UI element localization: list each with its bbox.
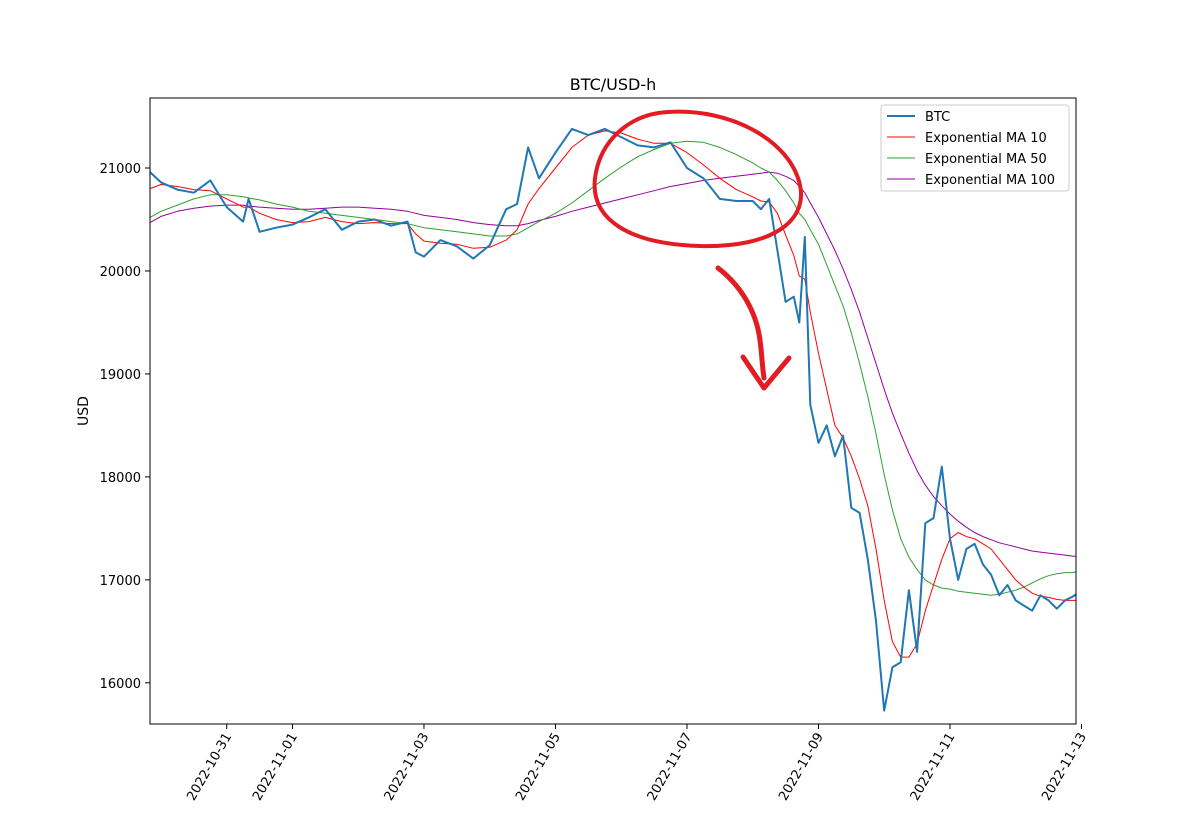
y-tick-label: 19000 (100, 368, 141, 383)
y-tick-label: 18000 (100, 471, 141, 486)
legend-label: Exponential MA 50 (925, 152, 1047, 167)
y-tick-label: 16000 (100, 677, 141, 692)
y-axis-label: USD (76, 396, 92, 426)
red-arrowhead-annotation (740, 354, 792, 391)
series-line-btc (149, 127, 1077, 712)
legend-label: BTC (925, 110, 950, 125)
series-line-exponential-ma-50 (149, 140, 1077, 596)
legend: BTC Exponential MA 10 Exponential MA 50 Exp… (880, 104, 1070, 192)
plot-frame (149, 97, 1077, 725)
legend-box (880, 104, 1070, 192)
red-arrow-annotation (715, 265, 767, 381)
legend-label: Exponential MA 100 (925, 173, 1055, 188)
series-line-exponential-ma-100 (149, 171, 1076, 557)
y-ticks: 16000 17000 18000 19000 20000 21000 (100, 162, 150, 692)
red-circle-annotation (592, 109, 804, 249)
annotations (592, 109, 804, 391)
y-tick-label: 20000 (100, 265, 141, 280)
chart-title: BTC/USD-h (570, 75, 656, 94)
y-tick-label: 17000 (100, 574, 141, 589)
y-tick-label: 21000 (100, 162, 141, 177)
legend-label: Exponential MA 10 (925, 131, 1047, 146)
series-line-exponential-ma-10 (149, 130, 1076, 658)
series-lines (149, 127, 1077, 712)
